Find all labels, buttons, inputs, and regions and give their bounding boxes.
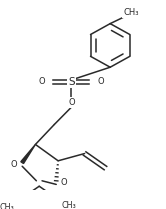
Text: CH₃: CH₃ <box>61 201 76 209</box>
Text: O: O <box>10 160 17 169</box>
Text: CH₃: CH₃ <box>123 8 139 17</box>
Text: S: S <box>68 77 75 87</box>
Polygon shape <box>21 144 35 163</box>
Text: O: O <box>68 98 75 107</box>
Text: O: O <box>39 77 45 86</box>
Text: O: O <box>97 77 104 86</box>
Text: CH₃: CH₃ <box>0 203 14 209</box>
Text: O: O <box>60 178 67 187</box>
